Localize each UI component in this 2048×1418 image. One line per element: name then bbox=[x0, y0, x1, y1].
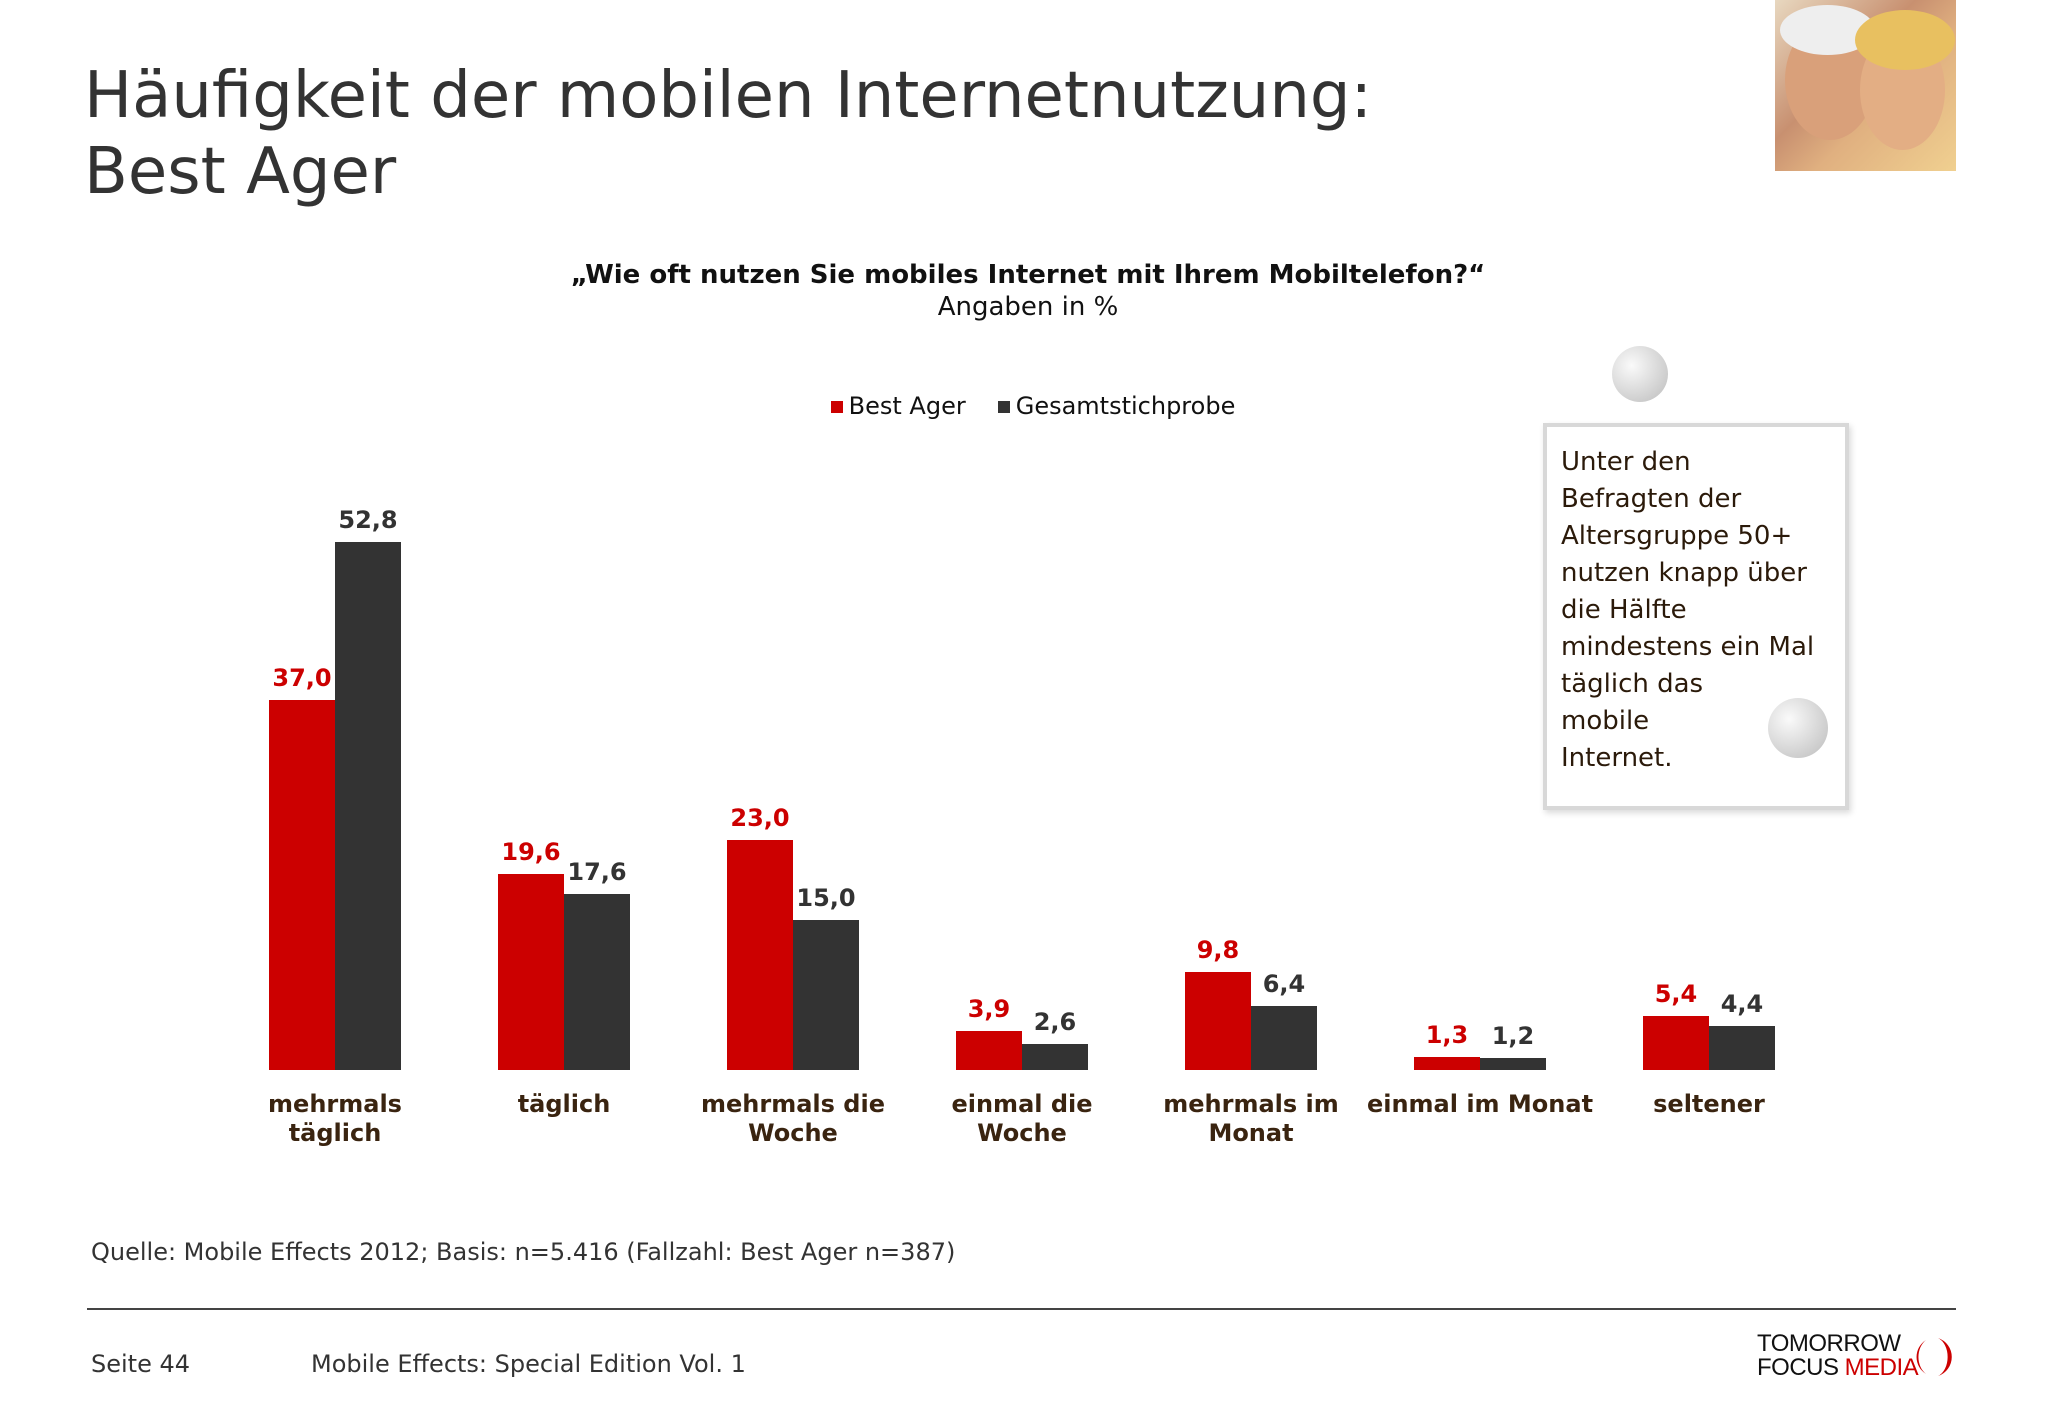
category-label: seltener bbox=[1653, 1090, 1765, 1118]
category-label: Woche bbox=[748, 1119, 838, 1147]
bar-best-ager bbox=[727, 840, 793, 1070]
data-label: 4,4 bbox=[1721, 990, 1764, 1018]
bar-best-ager bbox=[269, 700, 335, 1070]
category-label: täglich bbox=[518, 1090, 611, 1118]
data-label: 17,6 bbox=[567, 858, 626, 886]
logo-mark-icon bbox=[1916, 1338, 1952, 1376]
bar-gesamt bbox=[564, 894, 630, 1070]
category-label: mehrmals die bbox=[701, 1090, 885, 1118]
bar-best-ager bbox=[1414, 1057, 1480, 1070]
data-label: 52,8 bbox=[338, 506, 397, 534]
page-title: Häufigkeit der mobilen Internetnutzung: … bbox=[84, 58, 1372, 210]
page-number: Seite 44 bbox=[91, 1350, 191, 1378]
bar-gesamt bbox=[1251, 1006, 1317, 1070]
category-label: mehrmals bbox=[268, 1090, 402, 1118]
bar-gesamt bbox=[1480, 1058, 1546, 1070]
category-label: einmal die bbox=[951, 1090, 1092, 1118]
bar-best-ager bbox=[1643, 1016, 1709, 1070]
bar-gesamt bbox=[1709, 1026, 1775, 1070]
data-label: 23,0 bbox=[730, 804, 789, 832]
data-label: 2,6 bbox=[1034, 1008, 1077, 1036]
data-label: 19,6 bbox=[501, 838, 560, 866]
note-line: die Hälfte bbox=[1561, 595, 1687, 625]
data-label: 6,4 bbox=[1263, 970, 1306, 998]
legend-item-best-ager: Best Ager bbox=[830, 392, 966, 420]
data-label: 1,3 bbox=[1426, 1021, 1469, 1049]
note-text: Unter den Befragten der Altersgruppe 50+ nu… bbox=[1561, 444, 1851, 777]
source-note: Quelle: Mobile Effects 2012; Basis: n=5.… bbox=[91, 1238, 956, 1266]
category-label: einmal im Monat bbox=[1367, 1090, 1593, 1118]
title-line-1: Häufigkeit der mobilen Internetnutzung: bbox=[84, 59, 1373, 133]
divider bbox=[87, 1308, 1956, 1310]
note-line: mobile bbox=[1561, 706, 1650, 736]
data-label: 37,0 bbox=[272, 664, 331, 692]
publication-name: Mobile Effects: Special Edition Vol. 1 bbox=[311, 1350, 746, 1378]
bar-gesamt bbox=[793, 920, 859, 1070]
title-line-2: Best Ager bbox=[84, 135, 397, 209]
category-label: Woche bbox=[977, 1119, 1067, 1147]
category-label: mehrmals im bbox=[1163, 1090, 1339, 1118]
figure-bottom-icon bbox=[1768, 698, 1828, 758]
tomorrow-focus-media-logo: TOMORROW FOCUS MEDIA bbox=[1757, 1332, 1952, 1380]
note-line: Altersgruppe 50+ bbox=[1561, 521, 1793, 551]
bar-gesamt bbox=[335, 542, 401, 1070]
note-line: Internet. bbox=[1561, 743, 1673, 773]
chart-title: „Wie oft nutzen Sie mobiles Internet mit… bbox=[570, 260, 1486, 290]
data-label: 9,8 bbox=[1197, 936, 1240, 964]
data-label: 3,9 bbox=[968, 995, 1011, 1023]
note-line: Unter den bbox=[1561, 447, 1691, 477]
data-label: 15,0 bbox=[796, 884, 855, 912]
figure-top-icon bbox=[1612, 346, 1668, 402]
note-line: mindestens ein Mal bbox=[1561, 632, 1815, 662]
legend: Best Ager Gesamtstichprobe bbox=[0, 392, 2048, 420]
bar-gesamt bbox=[1022, 1044, 1088, 1070]
note-line: nutzen knapp über bbox=[1561, 558, 1807, 588]
chart-subtitle: Angaben in % bbox=[937, 292, 1119, 322]
legend-item-gesamt: Gesamtstichprobe bbox=[997, 392, 1235, 420]
bar-best-ager bbox=[956, 1031, 1022, 1070]
data-label: 1,2 bbox=[1492, 1022, 1535, 1050]
note-line: Befragten der bbox=[1561, 484, 1742, 514]
category-label: Monat bbox=[1208, 1119, 1293, 1147]
category-label: täglich bbox=[289, 1119, 382, 1147]
bar-best-ager bbox=[1185, 972, 1251, 1070]
note-line: täglich das bbox=[1561, 669, 1704, 699]
data-label: 5,4 bbox=[1655, 980, 1698, 1008]
couple-photo bbox=[1775, 0, 1956, 171]
bar-best-ager bbox=[498, 874, 564, 1070]
